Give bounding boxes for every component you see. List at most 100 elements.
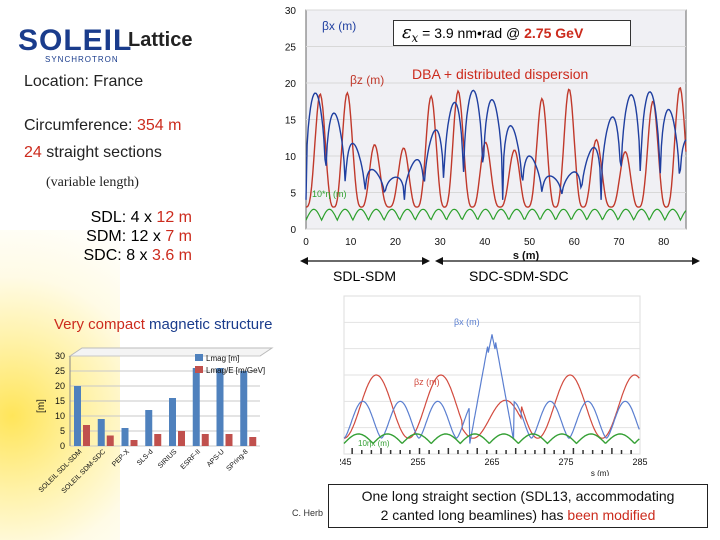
lattice-type-text: DBA + distributed dispersion [412,66,589,82]
magnet-marker [389,450,392,454]
magnet-marker [534,450,536,454]
x-tick-label: ESRF-II [180,448,203,471]
magnet-marker [399,450,401,454]
y-tick-label: 30 [285,6,297,17]
straight-sections-line: 24 straight sections [24,144,162,162]
series-betax-line [343,334,640,444]
y-tick-label: 5 [60,426,65,436]
magnet-marker [370,450,373,454]
magnet-marker [418,448,421,454]
legend-betaz: βz (m) [414,377,440,387]
x-tick-label: 245 [340,457,352,467]
page-title: Lattice [128,29,193,51]
circumference-line: Circumference: 354 m [24,117,181,135]
magnet-marker [553,450,555,454]
bar-lmag [240,371,248,446]
bar-lmag-per-e [130,440,138,446]
legend-label: Lmag [m] [206,354,239,363]
magnet-marker [457,450,459,454]
x-tick-label: PEP-X [111,448,131,468]
magnet-marker [630,450,632,454]
x-tick-label: 275 [558,457,573,467]
magnet-marker [524,450,527,454]
y-tick-label: 20 [285,79,297,90]
bar-lmag-per-e [201,434,209,446]
straight-label: straight sections [46,144,162,161]
bar-lmag [216,368,224,446]
optics-chart-top: 0 5 10 15 20 25 30 0 10 20 30 40 50 60 70 80 s (m) βx (m)… [285,6,687,262]
series-betax-line [305,89,687,200]
magnet-marker [543,448,546,454]
compact-title: Very compact magnetic structure [54,316,273,333]
y-tick-label: 25 [285,43,297,54]
legend-swatch [195,354,203,361]
magnet-marker [514,448,517,454]
magnet-marker [437,450,440,454]
magnet-marker [601,450,604,454]
circumference-label: Circumference: [24,117,133,134]
soleil-logo: SOLEIL [18,24,132,58]
series-eta-line [343,433,640,445]
magnet-marker [582,450,584,454]
label-sdc-sdm-sdc: SDC-SDM-SDC [469,268,569,284]
logo-text: SOLEIL [18,24,133,57]
y-tick-label: 15 [285,116,297,127]
bar-lmag-per-e [249,437,257,446]
legend-betax: βx (m) [322,19,356,33]
magnet-marker [466,450,469,454]
bar-lmag-per-e [178,431,185,446]
circumference-value: 354 m [136,117,182,134]
legend-betax: βx (m) [454,317,480,327]
x-tick-label: 40 [479,237,491,248]
legend-betaz: βz (m) [350,73,384,87]
x-tick-label: SIRIUS [157,448,179,470]
y-tick-label: 15 [55,396,65,406]
magnet-marker [380,448,382,454]
x-tick-label: SPring-8 [225,448,249,472]
x-tick-label: SOLEIL SDL-SDM [38,448,84,494]
bar-lmag-per-e [106,435,114,446]
x-tick-label: 20 [390,237,402,248]
emittance-box: εx = 3.9 nm•rad @ 2.75 GeV [393,20,631,46]
y-tick-label: 20 [55,381,65,391]
bar-lmag [192,368,200,446]
bar-lmag [121,428,129,446]
variable-length-text: (variable length) [46,175,139,190]
x-tick-label: 255 [410,457,425,467]
x-tick-label: 60 [569,237,581,248]
bar-lmag-per-e [83,425,90,446]
y-tick-label: 10 [285,152,297,163]
magnet-marker [447,448,450,454]
x-tick-label: 10 [345,237,357,248]
straight-count: 24 [24,144,42,161]
x-tick-label: APS-U [206,448,226,468]
x-tick-label: 285 [632,457,647,467]
label-sdl-sdm: SDL-SDM [333,268,397,284]
credit-text: C. Herb [292,508,324,518]
magnet-marker [611,448,613,454]
legend-label: Lmag/E [m/GeV] [206,366,265,375]
bar-lmag [169,398,176,446]
modification-note: One long straight section (SDL13, accomm… [328,484,708,528]
x-tick-label: SOLEIL SDM-SDC [61,448,108,495]
x-tick-label: 70 [613,237,625,248]
bar-lmag-per-e [225,434,233,446]
magnet-marker [620,450,623,454]
magnet-marker [351,448,353,454]
y-tick-label: 30 [55,351,65,361]
magnet-marker [591,450,594,454]
magnet-marker [476,448,478,454]
bar-lmag-per-e [154,434,162,446]
y-tick-label: 5 [290,189,296,200]
x-tick-label: SLS-d [136,448,155,467]
section-sdl: SDL: 4 x 12 m [90,209,192,226]
x-tick-label: 30 [435,237,447,248]
series-betaz-line [305,86,687,208]
y-tick-label: 10 [55,411,65,421]
y-tick-label: 25 [55,366,65,376]
location-text: Location: France [24,73,144,90]
bar-lmag [97,419,105,446]
magnet-marker [563,450,565,454]
magnet-marker [495,450,498,454]
